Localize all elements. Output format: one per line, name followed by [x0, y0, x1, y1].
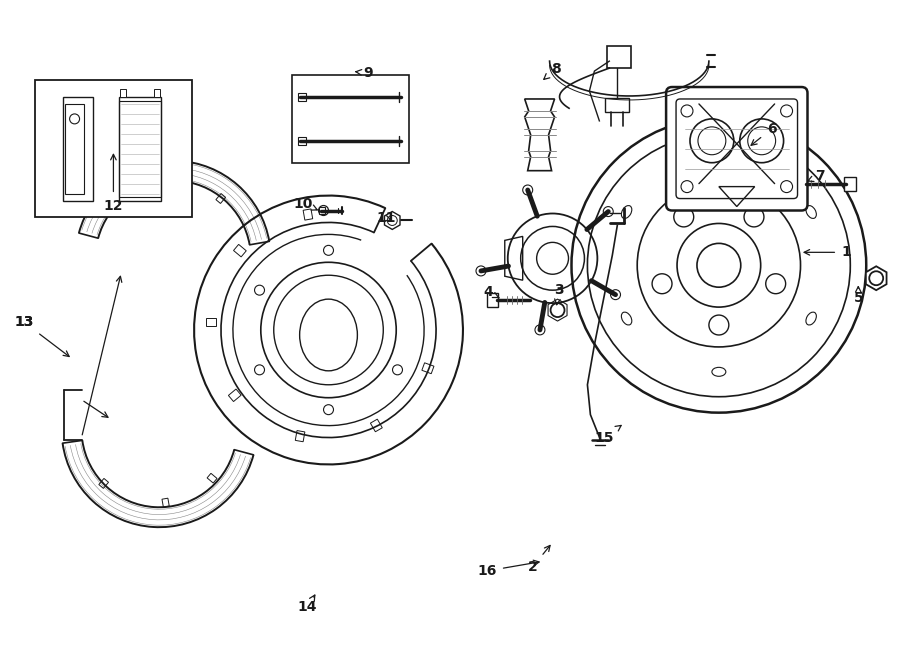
Polygon shape [63, 97, 93, 200]
Text: 8: 8 [544, 62, 561, 79]
Bar [155, 175, 162, 184]
Bar [154, 89, 160, 97]
Text: 13: 13 [14, 315, 33, 329]
Polygon shape [120, 97, 161, 200]
Bar [608, 46, 631, 68]
Bar [229, 389, 241, 401]
Circle shape [523, 185, 533, 195]
Text: 16: 16 [477, 560, 539, 578]
Bar [487, 293, 498, 307]
Text: 11: 11 [376, 212, 396, 225]
Bar [35, 80, 192, 217]
Text: 6: 6 [752, 122, 777, 145]
Bar [292, 75, 410, 163]
Text: 15: 15 [595, 426, 621, 445]
Text: 12: 12 [104, 154, 123, 213]
Text: 7: 7 [808, 169, 825, 182]
Bar [422, 363, 434, 373]
Bar [107, 199, 117, 209]
Bar [298, 93, 306, 101]
Polygon shape [866, 266, 886, 290]
Polygon shape [384, 212, 400, 229]
Circle shape [476, 266, 486, 276]
Bar [844, 176, 856, 190]
Text: 13: 13 [14, 315, 69, 356]
Circle shape [610, 290, 620, 299]
Bar [319, 206, 325, 214]
Bar [303, 209, 312, 220]
Bar [233, 245, 247, 257]
Text: 2: 2 [527, 545, 550, 574]
Circle shape [603, 207, 613, 217]
Text: 4: 4 [483, 285, 500, 299]
Text: 14: 14 [298, 595, 318, 614]
Text: 9: 9 [356, 66, 373, 80]
Bar [295, 430, 305, 442]
Bar [606, 98, 629, 112]
Text: 3: 3 [554, 283, 563, 305]
Text: 10: 10 [294, 196, 318, 211]
Bar [121, 89, 126, 97]
Text: 1: 1 [804, 245, 851, 259]
FancyBboxPatch shape [666, 87, 807, 210]
Bar [371, 419, 382, 432]
Text: 5: 5 [853, 287, 863, 305]
Bar [216, 194, 226, 204]
Bar [206, 318, 216, 326]
Polygon shape [525, 99, 554, 171]
Circle shape [319, 206, 328, 215]
Bar [99, 479, 109, 488]
Bar [298, 137, 306, 145]
Circle shape [535, 325, 544, 335]
Bar [207, 473, 217, 483]
Bar [162, 498, 169, 507]
